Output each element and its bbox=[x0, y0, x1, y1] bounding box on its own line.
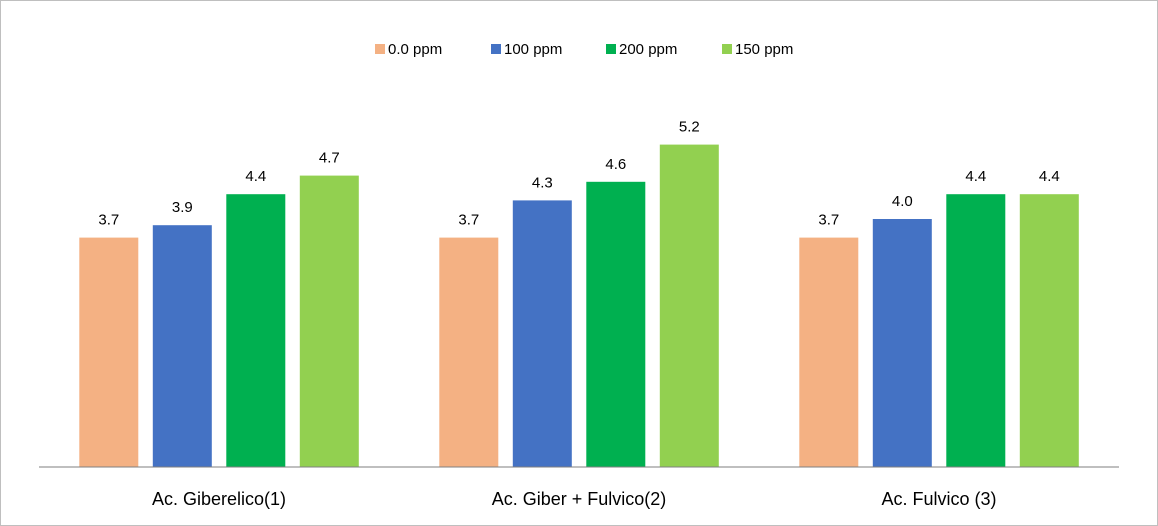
bar-1-2 bbox=[152, 225, 212, 467]
data-label-1-3: 4.4 bbox=[245, 168, 266, 185]
legend: 0.0 ppm 100 ppm 200 ppm 150 ppm bbox=[375, 41, 793, 58]
bars bbox=[79, 144, 1079, 468]
data-label-2-4: 5.2 bbox=[679, 119, 700, 136]
legend-swatch-3 bbox=[606, 44, 616, 54]
legend-label-2: 100 ppm bbox=[504, 41, 562, 58]
category-label-3: Ac. Fulvico (3) bbox=[881, 489, 996, 509]
category-labels: Ac. Giberelico(1) Ac. Giber + Fulvico(2) A… bbox=[152, 489, 997, 509]
legend-swatch-1 bbox=[375, 44, 385, 54]
bar-3-2 bbox=[872, 219, 932, 467]
bar-1-3 bbox=[226, 194, 286, 467]
data-labels: 3.7 3.9 4.4 4.7 3.7 4.3 4.6 5.2 3.7 4.0 4.4 4.4 bbox=[98, 119, 1059, 229]
bar-3-3 bbox=[946, 194, 1006, 467]
bar-3-1 bbox=[799, 237, 859, 467]
legend-label-1: 0.0 ppm bbox=[388, 41, 442, 58]
data-label-2-1: 3.7 bbox=[458, 212, 479, 229]
legend-label-3: 200 ppm bbox=[619, 41, 677, 58]
data-label-2-3: 4.6 bbox=[605, 156, 626, 173]
bar-1-1 bbox=[79, 237, 139, 467]
data-label-1-1: 3.7 bbox=[98, 212, 119, 229]
bar-3-4 bbox=[1019, 194, 1079, 467]
data-label-3-3: 4.4 bbox=[965, 168, 986, 185]
data-label-2-2: 4.3 bbox=[532, 174, 553, 191]
bar-2-1 bbox=[439, 237, 499, 467]
data-label-1-4: 4.7 bbox=[319, 150, 340, 167]
data-label-3-1: 3.7 bbox=[818, 212, 839, 229]
category-label-2: Ac. Giber + Fulvico(2) bbox=[492, 489, 667, 509]
category-label-1: Ac. Giberelico(1) bbox=[152, 489, 286, 509]
data-label-3-2: 4.0 bbox=[892, 193, 913, 210]
legend-swatch-2 bbox=[491, 44, 501, 54]
data-label-1-2: 3.9 bbox=[172, 199, 193, 216]
legend-swatch-4 bbox=[722, 44, 732, 54]
data-label-3-4: 4.4 bbox=[1039, 168, 1060, 185]
bar-1-4 bbox=[299, 175, 359, 467]
bar-2-2 bbox=[512, 200, 572, 467]
bar-2-3 bbox=[586, 181, 646, 468]
legend-label-4: 150 ppm bbox=[735, 41, 793, 58]
bar-2-4 bbox=[659, 144, 719, 467]
